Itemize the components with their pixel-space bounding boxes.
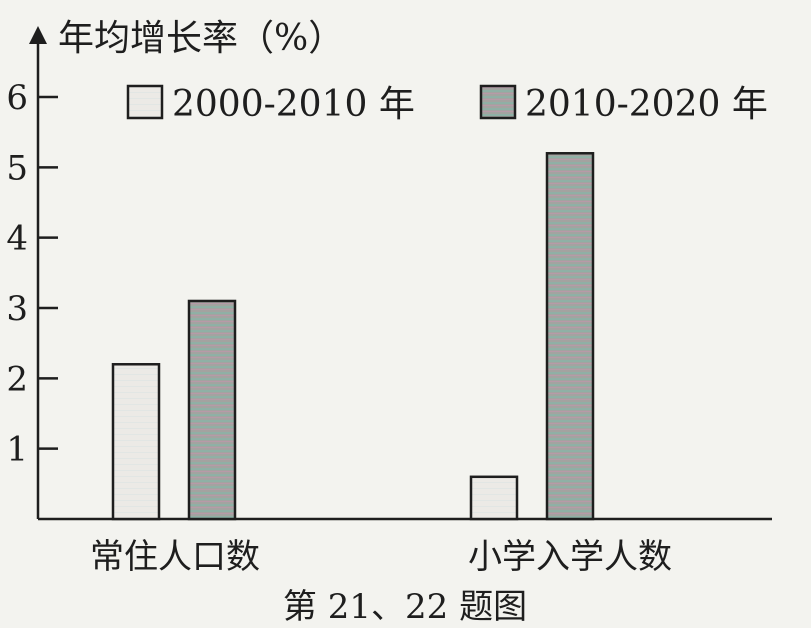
- bar-series-2-cat-2: [545, 152, 595, 521]
- y-tick-label-4: 4: [6, 219, 28, 259]
- y-tick-label-5: 5: [6, 148, 28, 188]
- y-ticks: 1 2 3 4 5 6: [6, 78, 58, 470]
- legend-label-2: 2010-2020 年: [525, 84, 768, 125]
- figure-caption: 第 21、22 题图: [283, 587, 527, 627]
- bars: [111, 152, 595, 521]
- y-tick-label-6: 6: [6, 78, 28, 118]
- legend-swatch-2: [479, 84, 517, 120]
- axes: [29, 26, 772, 521]
- legend-label-1: 2000-2010 年: [172, 84, 415, 125]
- category-label-2: 小学入学人数: [468, 537, 672, 577]
- y-tick-label-2: 2: [6, 359, 28, 399]
- legend: 2000-2010 年 2010-2020 年: [126, 84, 768, 125]
- category-label-1: 常住人口数: [90, 537, 260, 577]
- y-tick-label-3: 3: [6, 289, 28, 329]
- y-axis-label: 年均增长率（%）: [58, 18, 344, 59]
- bar-series-1-cat-1: [111, 363, 161, 521]
- bar-series-2-cat-1: [187, 299, 237, 521]
- y-tick-label-1: 1: [6, 430, 28, 470]
- y-axis-arrow: [29, 26, 47, 44]
- legend-swatch-1: [126, 84, 164, 120]
- bar-series-1-cat-2: [469, 475, 519, 521]
